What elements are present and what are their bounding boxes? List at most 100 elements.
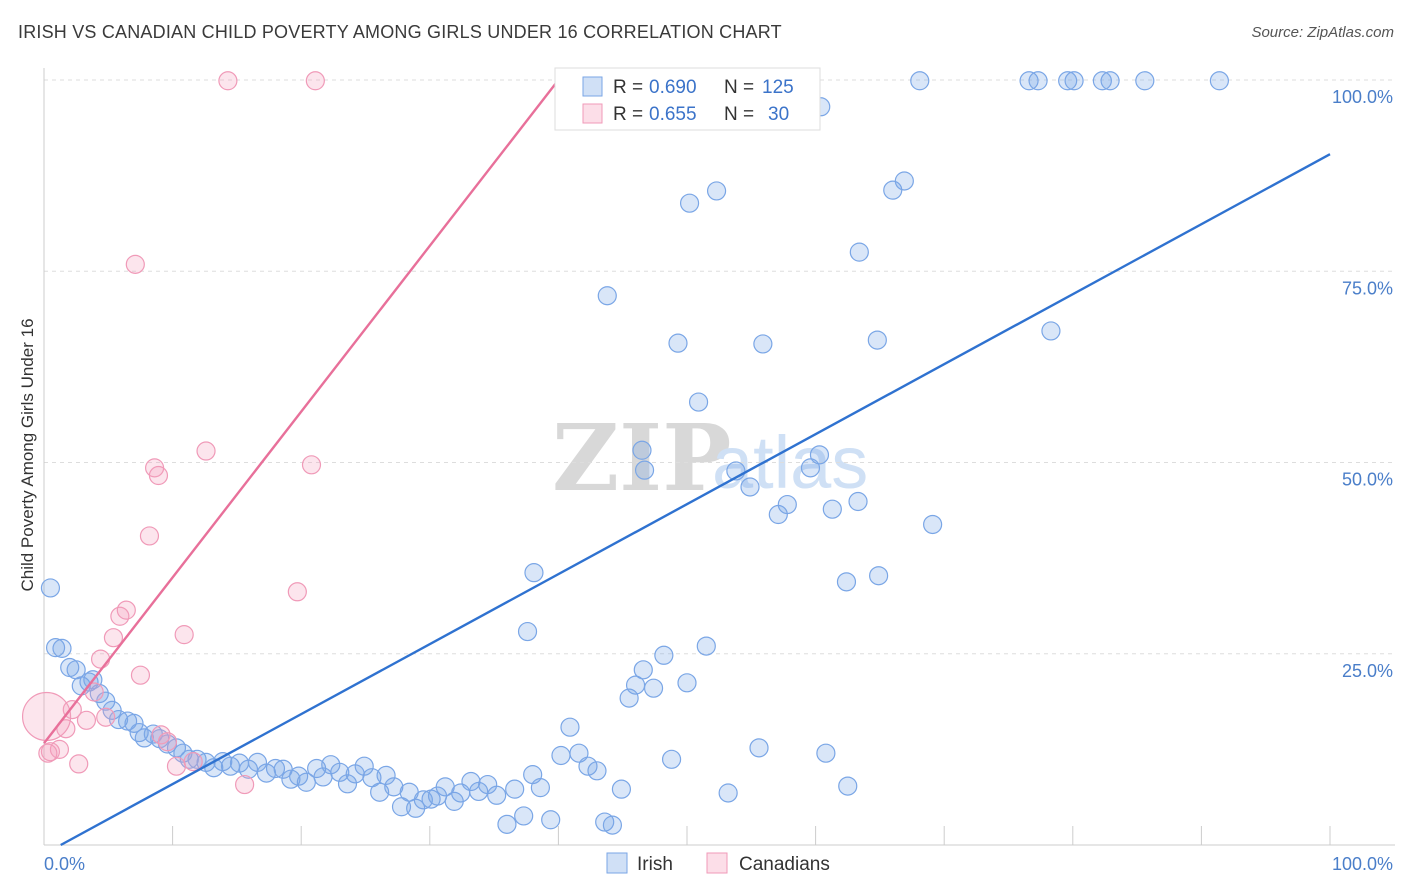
legend-n-label-irish: N = [724, 77, 754, 98]
irish-point-1 [45, 638, 66, 658]
irish-point-114 [1064, 71, 1084, 91]
canadian-point-8 [96, 707, 116, 727]
irish-point-122 [894, 171, 914, 191]
tick-labels: 25.0% 50.0% 75.0% 100.0% 0.0% 100.0% [44, 87, 1393, 874]
trend-lines [43, 79, 1331, 847]
chart-title: IRISH VS CANADIAN CHILD POVERTY AMONG GI… [18, 22, 782, 42]
irish-point-73 [611, 779, 632, 799]
irish-point-119 [753, 334, 773, 354]
irish-point-118 [1209, 71, 1230, 91]
irish-point-88 [597, 286, 617, 306]
irish-point-39 [330, 762, 350, 782]
irish-point-34 [289, 766, 309, 786]
irish-point-50 [413, 790, 433, 810]
irish-point-85 [838, 776, 858, 796]
canadian-point-18 [157, 732, 178, 752]
irish-point-94 [740, 477, 760, 497]
irish-point-66 [551, 745, 571, 766]
irish-point-83 [749, 738, 769, 758]
canadian-point-25 [287, 582, 307, 602]
legend-r-label-canadians: R = [613, 104, 643, 125]
canadian-point-14 [139, 526, 160, 546]
irish-point-72 [602, 815, 623, 835]
irish-point-101 [848, 491, 868, 512]
irish-point-13 [124, 713, 144, 733]
legend-n-value-canadians: 30 [768, 104, 789, 125]
irish-point-111 [910, 71, 930, 91]
irish-point-96 [777, 494, 797, 515]
irish-point-46 [384, 777, 404, 797]
canadian-point-13 [130, 665, 151, 685]
canadian-trend-line [43, 79, 560, 744]
irish-point-91 [668, 333, 688, 353]
irish-point-97 [800, 458, 821, 478]
canadian-point-27 [305, 71, 325, 91]
irish-point-108 [849, 242, 869, 262]
irish-point-98 [809, 445, 830, 465]
legend-bottom-swatch-canadians [706, 852, 728, 874]
irish-point-102 [869, 566, 889, 586]
irish-point-62 [514, 806, 534, 826]
irish-point-0 [40, 578, 61, 598]
y-tick-label-1: 50.0% [1342, 470, 1393, 490]
irish-point-79 [661, 749, 682, 769]
legend-bottom-label-irish: Irish [637, 854, 673, 875]
canadian-point-9 [103, 628, 124, 648]
y-tick-label-3: 100.0% [1332, 87, 1393, 107]
irish-point-2 [52, 638, 72, 658]
canadian-point-12 [125, 254, 145, 274]
source-label: Source: ZipAtlas.com [1251, 24, 1394, 41]
irish-point-59 [487, 785, 507, 805]
irish-point-60 [497, 814, 517, 834]
canadian-point-24 [235, 774, 255, 795]
irish-point-70 [587, 761, 607, 781]
canadian-point-16 [148, 465, 169, 486]
canadian-point-29 [38, 743, 58, 763]
irish-point-115 [1092, 71, 1112, 91]
irish-point-123 [1041, 321, 1061, 341]
legend-swatch-canadians [582, 103, 603, 124]
canadian-point-1 [49, 739, 70, 759]
irish-point-113 [1058, 71, 1078, 91]
irish-point-45 [376, 765, 396, 785]
irish-point-56 [461, 771, 481, 792]
legend-swatch-irish [582, 76, 603, 97]
legend-bottom-swatch-irish [606, 852, 628, 874]
irish-point-81 [696, 636, 716, 656]
irish-point-67 [560, 717, 580, 737]
legend-n-value-irish: 125 [762, 77, 794, 98]
irish-point-86 [524, 563, 544, 583]
canadian-point-26 [301, 455, 322, 475]
legend-top: R = 0.690 N = 125 R = 0.655 N = 30 [554, 67, 821, 131]
canadian-point-7 [90, 649, 111, 669]
canadian-point-2 [56, 719, 76, 739]
canadian-point-4 [69, 754, 89, 774]
irish-point-124 [1028, 71, 1048, 91]
irish-point-104 [679, 193, 700, 213]
y-tick-label-2: 75.0% [1342, 278, 1393, 298]
axes [43, 68, 1395, 846]
canadian-point-21 [183, 752, 203, 772]
y-tick-label-0: 25.0% [1342, 661, 1393, 681]
irish-point-105 [706, 181, 727, 201]
irish-point-87 [517, 621, 538, 642]
irish-point-89 [632, 440, 652, 460]
irish-point-61 [505, 779, 525, 799]
irish-point-117 [1135, 71, 1155, 91]
irish-point-65 [541, 810, 561, 830]
legend-r-label-irish: R = [613, 77, 643, 98]
canadian-point-20 [174, 625, 194, 645]
irish-point-100 [836, 572, 857, 592]
irish-point-103 [923, 514, 943, 535]
irish-point-71 [595, 812, 615, 832]
legend-r-value-irish: 0.690 [649, 77, 697, 98]
x-tick-label-0: 0.0% [44, 854, 85, 874]
irish-point-80 [677, 673, 697, 693]
legend-bottom-label-canadians: Canadians [739, 854, 830, 875]
irish-point-116 [1100, 71, 1120, 91]
canadian-point-22 [196, 441, 216, 461]
irish-point-31 [265, 758, 286, 779]
irish-point-99 [822, 499, 842, 519]
legend-top-box [554, 67, 821, 131]
